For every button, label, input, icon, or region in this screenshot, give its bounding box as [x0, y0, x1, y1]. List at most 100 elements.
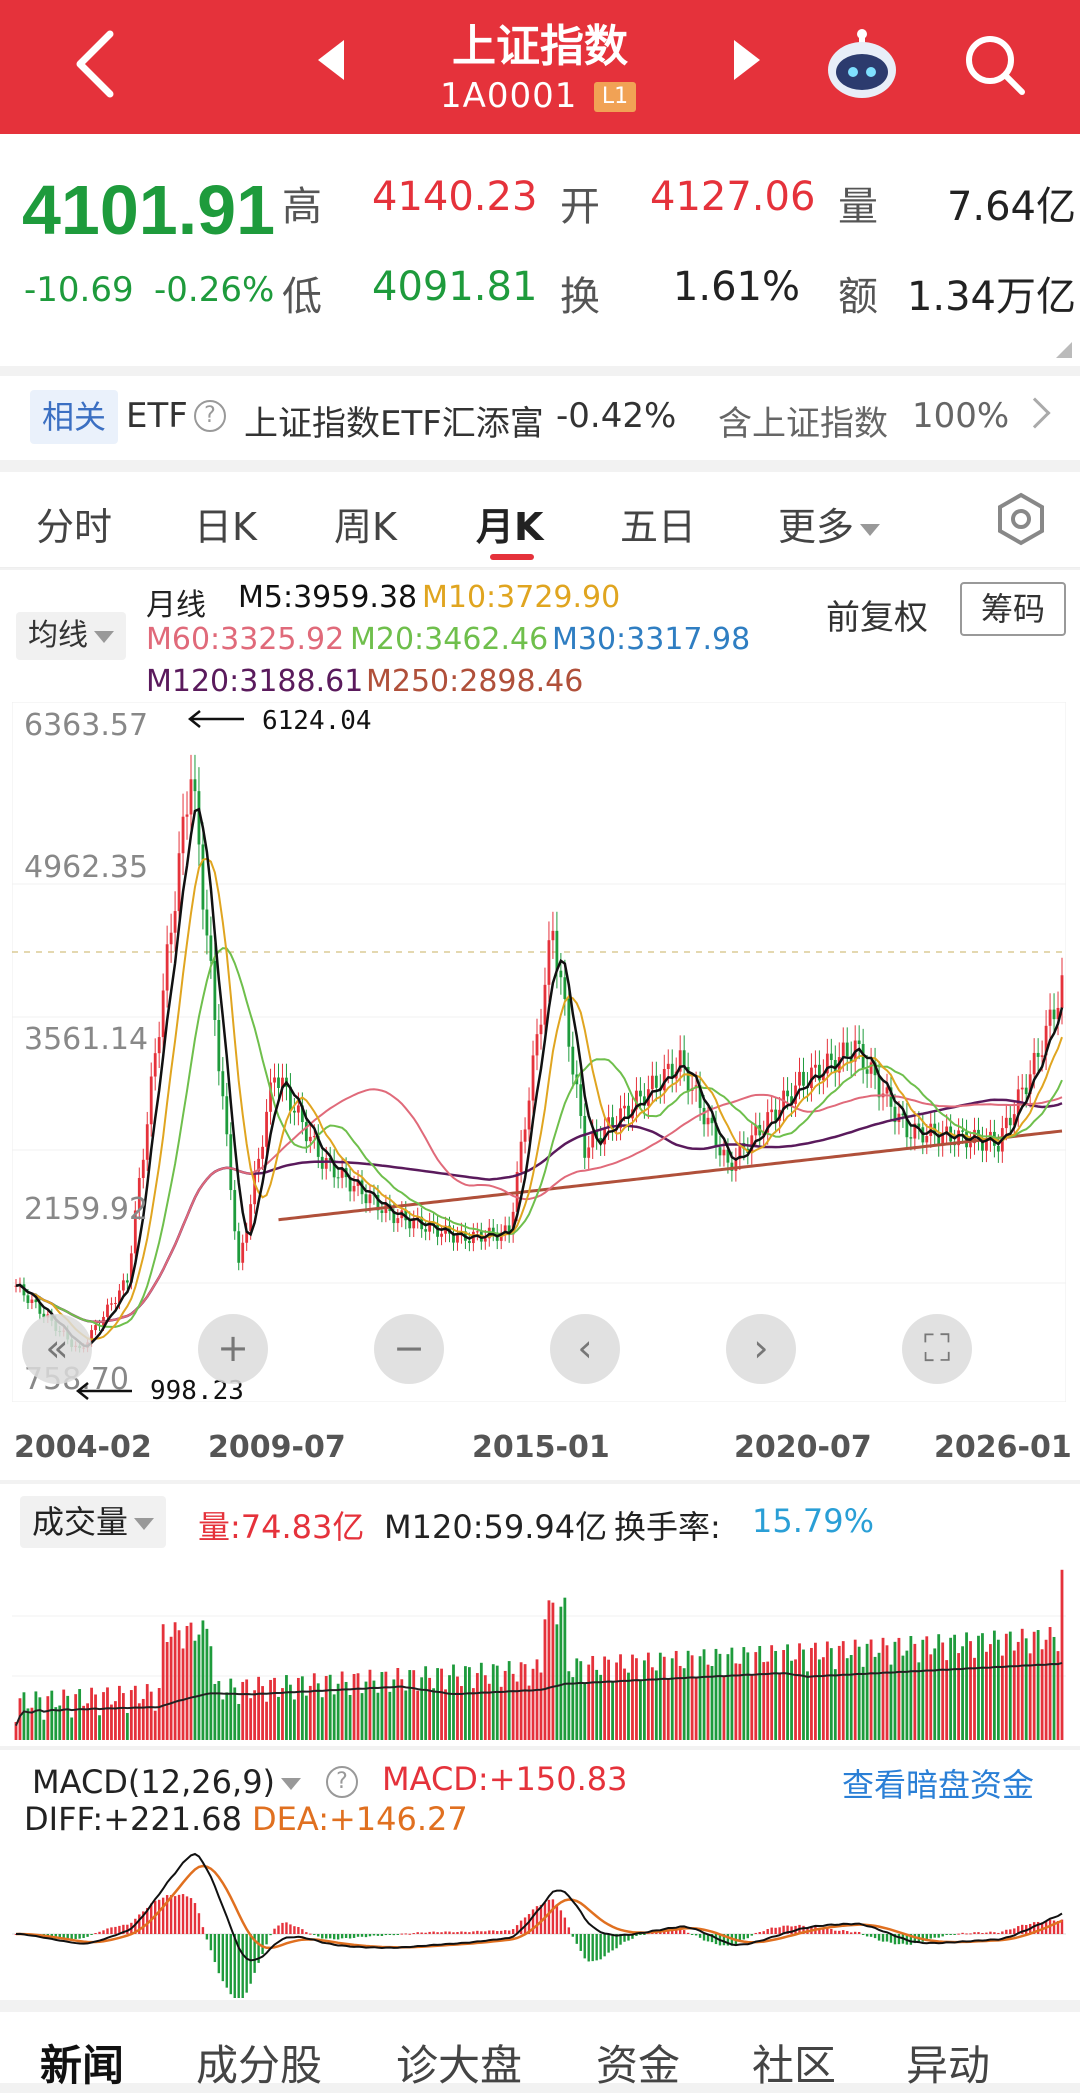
ma20-label: M20:3462.46	[350, 622, 549, 657]
chip-distribution-button[interactable]: 筹码	[960, 582, 1066, 636]
kline-panel: 月线 M5:3959.38 M10:3729.90 均线 M60:3325.92…	[0, 570, 1080, 1480]
volume-bar	[94, 1694, 97, 1740]
adjust-mode[interactable]: 前复权	[826, 598, 928, 638]
candle	[233, 1190, 237, 1232]
etf-weight: 100%	[912, 396, 1010, 436]
candle	[798, 1071, 801, 1086]
volume-bar	[18, 1698, 22, 1740]
tab-intraday[interactable]: 分时	[36, 505, 113, 549]
zoom-out-button[interactable]: −	[374, 1314, 444, 1384]
volume-bar	[603, 1656, 607, 1740]
macd-bar	[893, 1934, 897, 1945]
candle	[245, 1231, 249, 1243]
stock-code: 1A0001	[440, 76, 578, 116]
candle	[790, 1096, 793, 1104]
candle	[539, 1024, 543, 1035]
back-icon[interactable]	[70, 28, 118, 100]
tab-weekly[interactable]: 周K	[334, 505, 397, 549]
volume-bar	[607, 1659, 611, 1740]
scroll-right-button[interactable]: ›	[726, 1314, 796, 1384]
candle	[153, 1053, 157, 1077]
volume-select[interactable]: 成交量	[20, 1496, 167, 1548]
tab-five-day[interactable]: 五日	[620, 505, 697, 549]
prev-stock-icon[interactable]	[318, 40, 344, 80]
macd-bar	[221, 1934, 225, 1982]
fullscreen-button[interactable]: ⛶	[902, 1314, 972, 1384]
tab-monthly[interactable]: 月K	[476, 505, 544, 549]
candle	[340, 1168, 344, 1178]
volume-value: 7.64亿	[946, 184, 1076, 230]
candle	[825, 1053, 829, 1074]
macd-bar	[488, 1930, 491, 1934]
volume-bar	[300, 1676, 304, 1740]
macd-bar	[706, 1934, 710, 1942]
dark-pool-link[interactable]: 查看暗盘资金	[842, 1766, 1035, 1804]
robot-assistant-icon[interactable]	[822, 24, 902, 104]
macd-select[interactable]: MACD(12,26,9)	[20, 1756, 314, 1808]
macd-bar	[277, 1925, 280, 1934]
related-etf-bar[interactable]: 相关 ETF ? 上证指数ETF汇添富 -0.42% 含上证指数 100%	[0, 376, 1080, 460]
tab-daily[interactable]: 日K	[194, 505, 257, 549]
volume-bar	[853, 1639, 857, 1740]
scroll-left-button[interactable]: ‹	[550, 1314, 620, 1384]
ma-select[interactable]: 均线	[16, 612, 126, 660]
macd-bar	[146, 1907, 149, 1934]
macd-bar	[579, 1934, 582, 1951]
tab-alerts[interactable]: 异动	[906, 2041, 991, 2090]
candle	[730, 1162, 734, 1171]
candle	[710, 1117, 714, 1124]
macd-bar	[846, 1931, 849, 1934]
volume-bar	[344, 1681, 348, 1740]
tab-capital[interactable]: 资金	[596, 2041, 681, 2090]
search-icon[interactable]	[962, 32, 1028, 98]
volume-bar	[861, 1666, 865, 1740]
help-icon[interactable]: ?	[326, 1766, 358, 1798]
volume-bar	[332, 1694, 336, 1740]
candle	[312, 1136, 316, 1138]
next-stock-icon[interactable]	[734, 40, 760, 80]
volume-bar	[595, 1669, 599, 1740]
macd-panel: MACD(12,26,9) ? MACD:+150.83 查看暗盘资金 DIFF…	[0, 1750, 1080, 2000]
turnover-label: 换	[560, 274, 600, 320]
candle	[467, 1240, 471, 1244]
candle	[14, 1285, 18, 1287]
expand-corner-icon[interactable]	[1056, 342, 1072, 358]
tab-news[interactable]: 新闻	[40, 2041, 125, 2090]
macd-bar	[746, 1934, 750, 1939]
macd-bar	[126, 1924, 129, 1934]
tab-diagnosis[interactable]: 诊大盘	[396, 2041, 523, 2090]
macd-bar	[416, 1932, 419, 1934]
volume-bar	[817, 1659, 821, 1740]
macd-bar	[265, 1934, 268, 1945]
macd-bar	[157, 1899, 161, 1934]
zoom-in-button[interactable]: +	[198, 1314, 268, 1384]
volume-bar	[551, 1602, 555, 1740]
candle	[475, 1231, 479, 1233]
macd-bar	[977, 1932, 980, 1934]
volume-bar	[658, 1652, 662, 1740]
scroll-left-far-button[interactable]: «	[22, 1314, 92, 1384]
max-arrow-icon	[187, 710, 244, 728]
candle	[173, 911, 177, 933]
tab-more[interactable]: 更多	[778, 496, 881, 551]
volume-bar	[336, 1683, 340, 1740]
tab-community[interactable]: 社区	[752, 2041, 837, 2090]
macd-bar	[559, 1910, 563, 1934]
macd-bar	[738, 1934, 742, 1942]
settings-hexagon-icon[interactable]	[994, 492, 1048, 546]
macd-bar	[981, 1932, 984, 1934]
macd-bar	[476, 1930, 479, 1934]
candle	[201, 844, 205, 910]
candle	[90, 1330, 93, 1343]
amount-value: 1.34万亿	[906, 274, 1076, 320]
help-icon[interactable]: ?	[194, 400, 226, 432]
candle	[273, 1077, 276, 1083]
macd-bar	[778, 1927, 781, 1934]
macd-bar	[344, 1934, 348, 1938]
volume-bar	[296, 1677, 300, 1740]
kline-chart[interactable]	[12, 702, 1066, 1402]
volume-bar	[173, 1622, 177, 1740]
candle	[440, 1233, 443, 1237]
candle	[567, 998, 571, 1047]
tab-components[interactable]: 成分股	[196, 2041, 323, 2090]
